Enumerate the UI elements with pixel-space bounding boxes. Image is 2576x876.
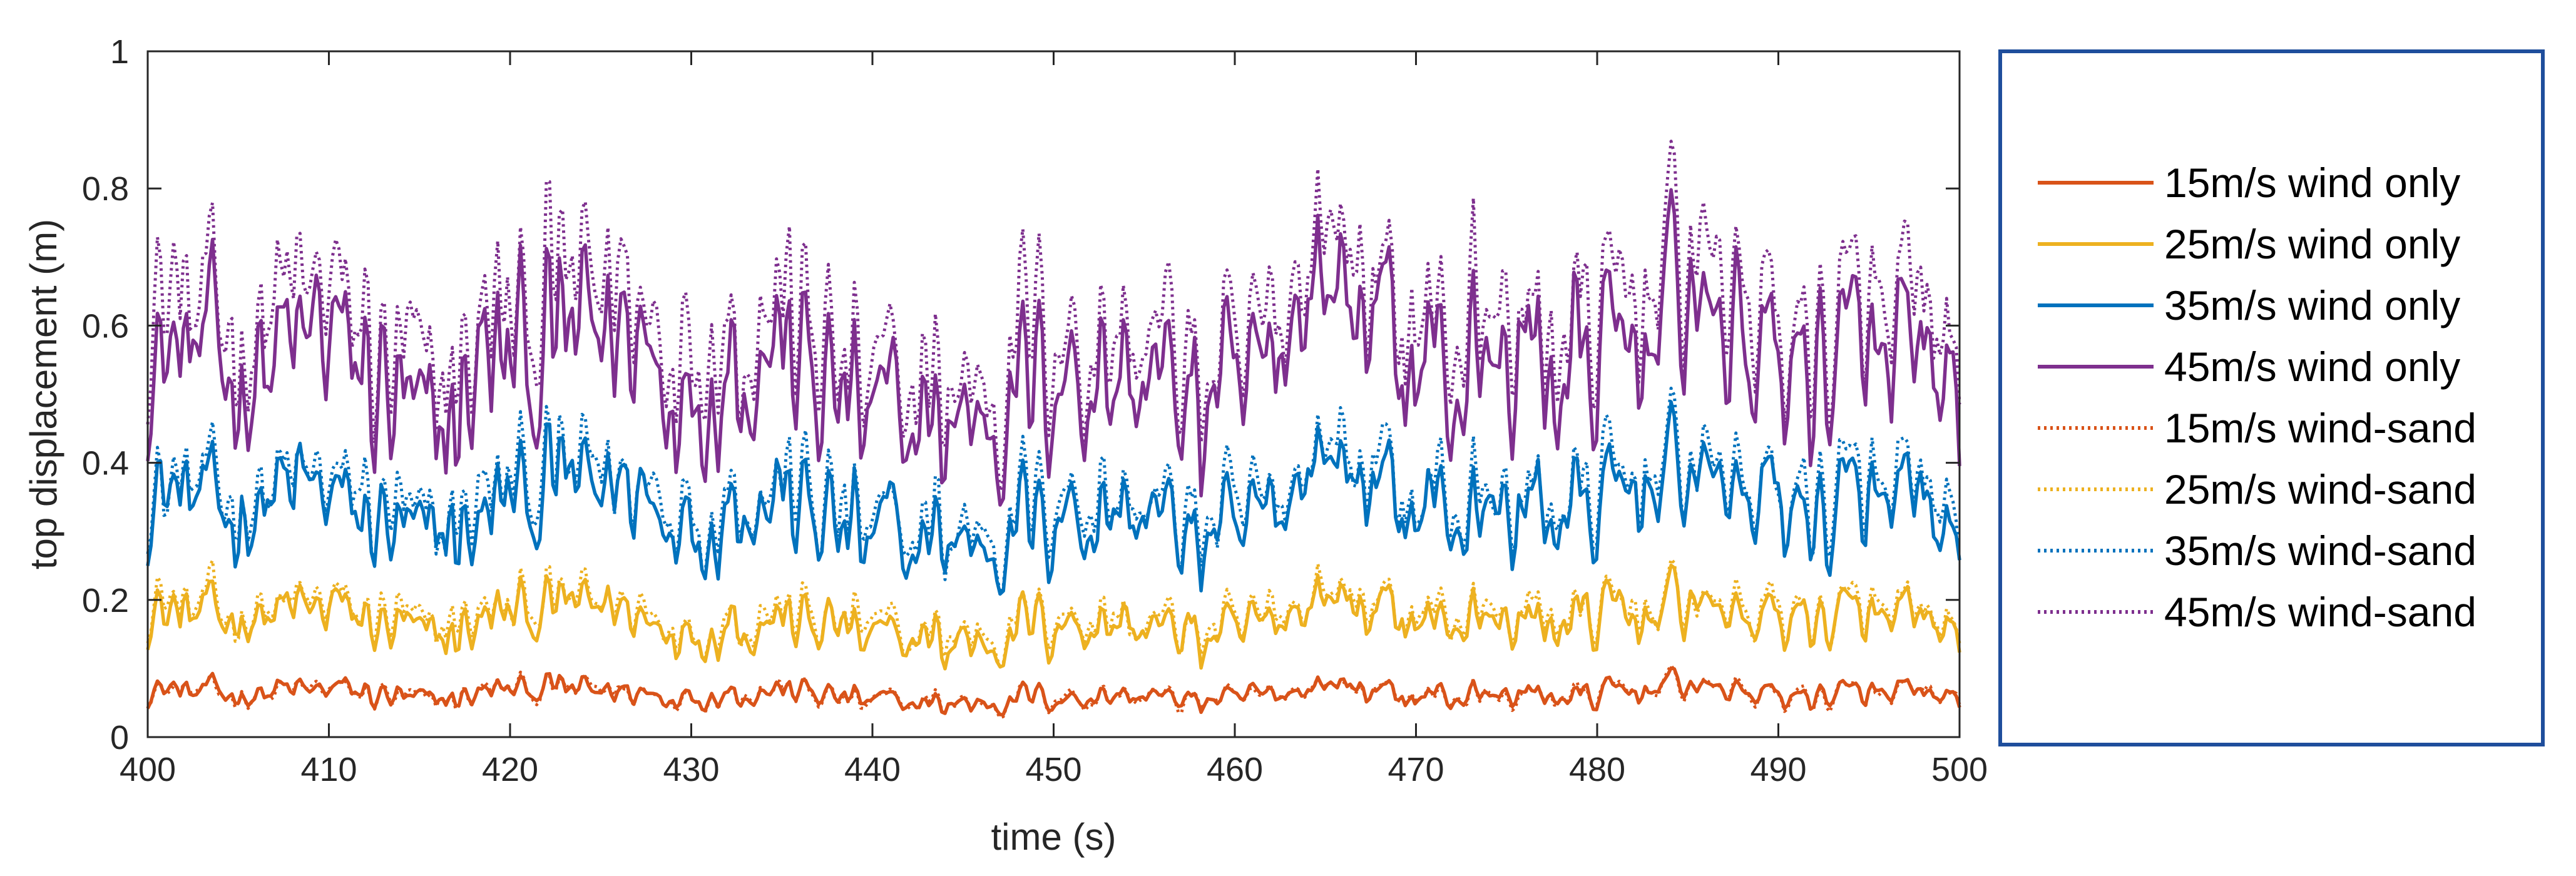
series-line-2 [146, 400, 1961, 596]
x-tick-label: 420 [482, 751, 538, 788]
x-tick-label: 400 [120, 751, 176, 788]
legend-label: 15m/s wind only [2164, 160, 2460, 206]
x-axis-title: time (s) [991, 816, 1117, 858]
legend-box [1998, 49, 2545, 746]
y-tick-labels: 0 0.2 0.4 0.6 0.8 1 [82, 33, 129, 756]
y-tick-label: 0.8 [82, 170, 129, 208]
x-tick-label: 470 [1388, 751, 1444, 788]
series-line-0 [146, 666, 1961, 716]
y-tick-label: 0.6 [82, 307, 129, 345]
legend-label: 15m/s wind-sand [2164, 405, 2476, 451]
x-tick-label: 500 [1931, 751, 1988, 788]
series-line-1 [146, 563, 1961, 671]
series-line-3 [146, 188, 1961, 507]
legend-label: 45m/s wind only [2164, 344, 2460, 390]
y-axis-title: top displacement (m) [23, 219, 64, 569]
y-tick-label: 0.4 [82, 445, 129, 482]
legend-label: 35m/s wind-sand [2164, 527, 2476, 574]
axis-ticks [146, 50, 1961, 738]
legend-label: 25m/s wind-sand [2164, 466, 2476, 512]
series-line-7 [146, 140, 1961, 493]
x-tick-label: 440 [844, 751, 901, 788]
x-tick-label: 490 [1750, 751, 1806, 788]
legend-label: 35m/s wind only [2164, 282, 2460, 328]
x-tick-label: 480 [1569, 751, 1625, 788]
x-tick-label: 460 [1207, 751, 1263, 788]
series-line-6 [146, 387, 1961, 595]
legend-label: 25m/s wind only [2164, 221, 2460, 267]
x-tick-label: 410 [300, 751, 357, 788]
legend-label: 45m/s wind-sand [2164, 589, 2476, 635]
x-tick-label: 450 [1025, 751, 1081, 788]
y-tick-label: 1 [110, 33, 129, 71]
legend-items: 15m/s wind only 25m/s wind only 35m/s wind… [2038, 160, 2476, 635]
plot-lines [146, 140, 1961, 720]
y-tick-label: 0.2 [82, 582, 129, 619]
x-tick-label: 430 [663, 751, 719, 788]
series-line-5 [146, 558, 1961, 668]
x-tick-labels: 400 410 420 430 440 450 460 470 480 490 500 [120, 751, 1988, 788]
y-tick-label: 0 [110, 719, 129, 756]
